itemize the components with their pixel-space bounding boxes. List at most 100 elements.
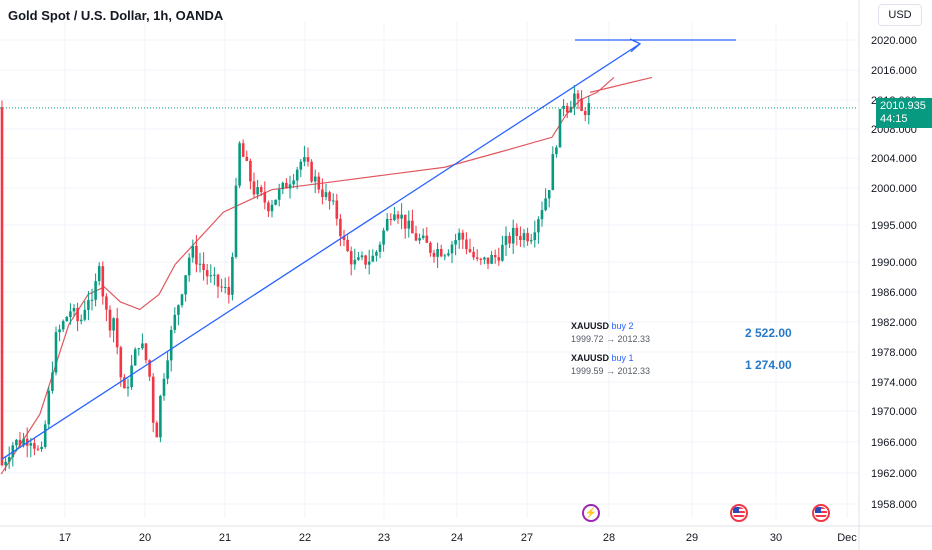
candle-body	[159, 395, 162, 438]
time-axis[interactable]: 17 20 21 22 23 24 27 28 29 30 Dec	[59, 532, 857, 544]
candle-body	[339, 218, 342, 237]
lightning-icon[interactable]: ⚡	[582, 504, 600, 522]
candle-body	[331, 200, 335, 202]
candle-body	[213, 274, 216, 276]
candle-body	[432, 252, 436, 257]
candle-body	[493, 254, 497, 258]
candle-body	[65, 316, 69, 322]
trade-pnl-buy-2: 2 522.00	[745, 326, 792, 340]
price-tick-label: 2000.000	[871, 183, 917, 195]
candle-body	[508, 235, 511, 244]
candle-body	[277, 189, 281, 200]
candle-body	[227, 286, 231, 295]
candle-body	[191, 245, 195, 258]
candle-body	[259, 187, 263, 193]
candle-body	[547, 190, 551, 199]
candle-body	[468, 249, 472, 252]
candle-body	[558, 108, 562, 148]
candle-body	[483, 257, 486, 260]
candle-body	[90, 299, 94, 301]
trade-symbol: XAUUSD	[571, 353, 610, 363]
candle-body	[303, 157, 306, 162]
time-tick-label: Dec	[837, 532, 857, 544]
trendline[interactable]	[1, 38, 736, 460]
candle-body	[569, 106, 573, 113]
trendline-segment	[1, 43, 641, 460]
candle-body	[274, 199, 277, 205]
candle-body	[573, 93, 576, 107]
price-tick-label: 1990.000	[871, 257, 917, 269]
us-flag-icon[interactable]	[812, 504, 830, 522]
price-tick-label: 1995.000	[871, 220, 917, 232]
candle-body	[313, 176, 317, 182]
candle-body	[87, 300, 90, 310]
candle-body	[346, 239, 349, 252]
bar-countdown: 44:15	[880, 113, 908, 125]
candle-body	[180, 294, 184, 306]
us-flag-icon[interactable]	[730, 504, 748, 522]
candle-body	[288, 184, 292, 189]
candle-body	[263, 192, 267, 203]
candle-body	[202, 263, 205, 270]
trade-label-buy-2[interactable]: XAUUSD buy 2 1999.72 → 2012.33	[571, 320, 650, 346]
candle-body	[429, 242, 432, 253]
candle-body	[587, 103, 591, 116]
candle-body	[169, 329, 173, 361]
time-tick-label: 24	[451, 532, 463, 544]
candle-body	[4, 461, 7, 466]
candle-body	[119, 347, 123, 378]
candlestick-series	[0, 85, 591, 472]
candle-body	[349, 251, 353, 265]
candle-body	[450, 244, 454, 254]
candle-body	[281, 182, 285, 190]
candle-body	[29, 443, 33, 446]
current-price-badge: 2010.935 44:15	[876, 98, 932, 128]
candle-body	[400, 214, 403, 219]
candle-body	[33, 443, 36, 449]
candle-body	[299, 161, 303, 170]
currency-button[interactable]: USD	[878, 4, 922, 26]
candle-body	[40, 446, 43, 450]
candle-body	[382, 230, 385, 245]
candle-body	[515, 227, 519, 236]
candle-body	[335, 200, 339, 219]
candle-body	[472, 251, 475, 258]
time-tick-label: 28	[603, 532, 615, 544]
candle-body	[396, 214, 400, 219]
time-tick-label: 22	[299, 532, 311, 544]
price-tick-label: 1986.000	[871, 287, 917, 299]
candle-body	[83, 309, 87, 320]
candle-body	[101, 266, 105, 297]
price-tick-label: 1966.000	[871, 437, 917, 449]
candle-body	[490, 254, 493, 264]
time-tick-label: 29	[686, 532, 698, 544]
candle-body	[447, 253, 450, 256]
moving-average-line	[0, 76, 653, 475]
price-tick-label: 1978.000	[871, 347, 917, 359]
candle-body	[130, 365, 133, 388]
candle-body	[112, 318, 115, 331]
candle-body	[378, 244, 382, 252]
candle-body	[94, 281, 97, 300]
candle-body	[511, 227, 515, 244]
candle-body	[580, 98, 583, 111]
candle-body	[141, 343, 144, 349]
time-tick-label: 17	[59, 532, 71, 544]
candle-body	[389, 219, 393, 221]
candle-body	[544, 198, 547, 211]
trade-symbol: XAUUSD	[571, 321, 610, 331]
time-tick-label: 21	[219, 532, 231, 544]
candle-body	[184, 275, 187, 295]
candle-body	[137, 348, 141, 350]
candle-body	[36, 448, 40, 450]
trade-label-buy-1[interactable]: XAUUSD buy 1 1999.59 → 2012.33	[571, 352, 650, 378]
candle-body	[123, 377, 126, 389]
candle-body	[486, 257, 490, 264]
candle-body	[393, 214, 396, 221]
candle-body	[15, 439, 18, 446]
candle-body	[162, 378, 166, 396]
candle-body	[241, 143, 245, 157]
candle-body	[519, 235, 522, 241]
candle-body	[421, 235, 425, 239]
